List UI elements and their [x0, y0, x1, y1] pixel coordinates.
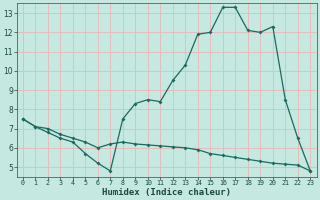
X-axis label: Humidex (Indice chaleur): Humidex (Indice chaleur)	[102, 188, 231, 197]
